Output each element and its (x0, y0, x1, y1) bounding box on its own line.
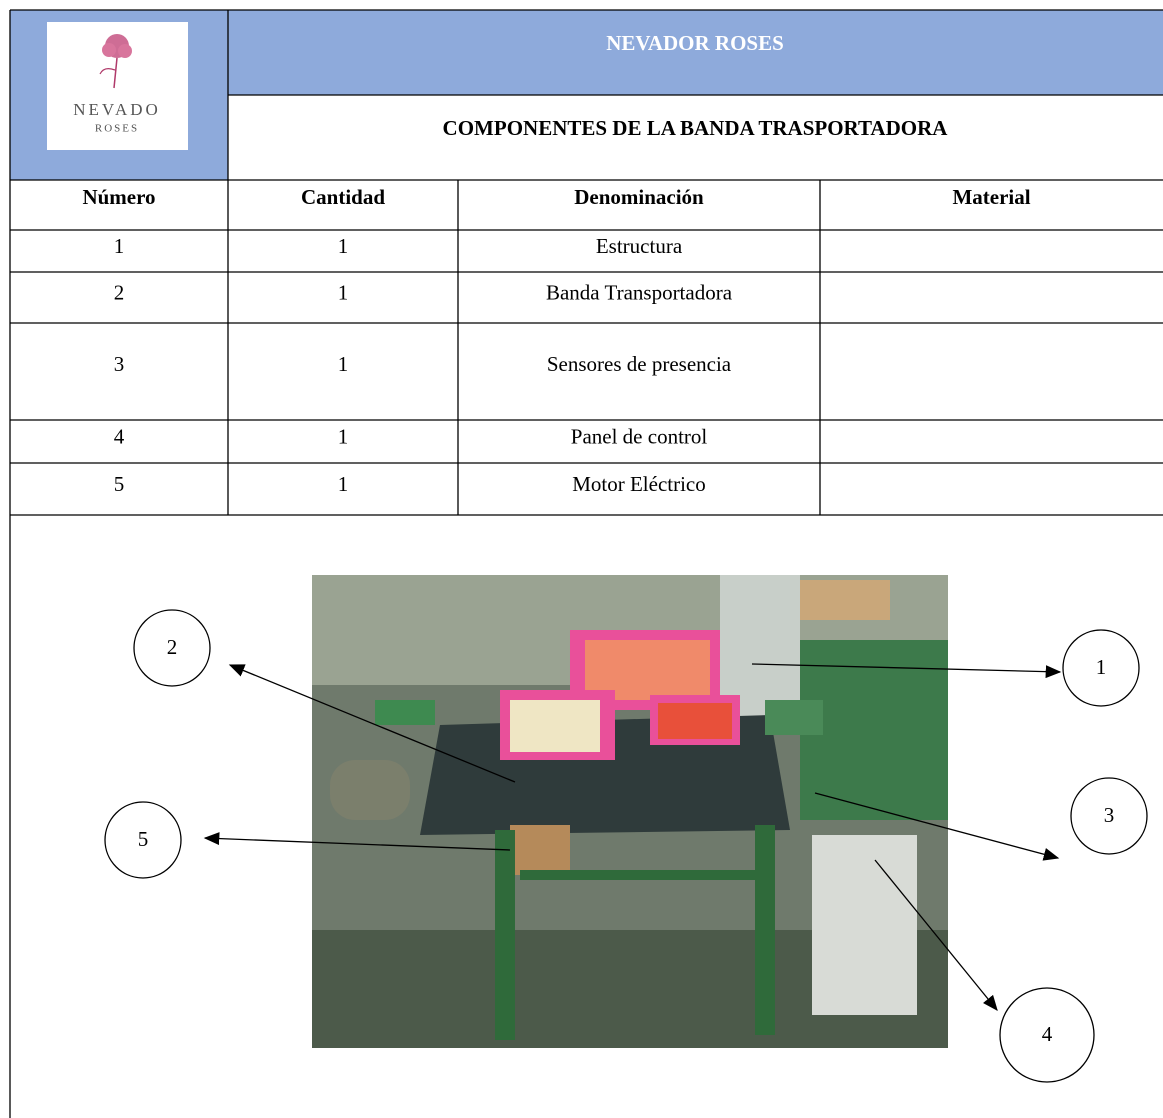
cell: 1 (338, 424, 349, 448)
title: NEVADOR ROSES (606, 31, 784, 55)
cell: 1 (338, 234, 349, 258)
cell: 1 (338, 352, 349, 376)
callout-label: 1 (1096, 655, 1107, 679)
column-header: Material (952, 185, 1030, 209)
title-cell (228, 10, 1163, 95)
cell: Estructura (596, 234, 683, 258)
cell: Banda Transportadora (546, 280, 733, 304)
logo-name: NEVADO (73, 100, 161, 119)
column-header: Denominación (574, 185, 704, 209)
cell: 1 (338, 280, 349, 304)
cell: 3 (114, 352, 125, 376)
table-lines (9, 9, 1163, 1118)
cell: 1 (338, 472, 349, 496)
cell: 2 (114, 280, 125, 304)
logo-tagline: ROSES (95, 123, 139, 135)
rose-icon (99, 34, 132, 89)
callout-label: 3 (1104, 803, 1115, 827)
column-header: Número (82, 185, 155, 209)
cell: Sensores de presencia (547, 352, 732, 376)
conveyor-photo (312, 575, 948, 1048)
cell: 5 (114, 472, 125, 496)
callout-label: 4 (1042, 1022, 1053, 1046)
subtitle: COMPONENTES DE LA BANDA TRASPORTADORA (443, 116, 949, 140)
cell: Panel de control (571, 424, 708, 448)
cell: 4 (114, 424, 125, 448)
callout-arrows (203, 663, 1062, 1012)
cell: Motor Eléctrico (572, 472, 706, 496)
cell: 1 (114, 234, 125, 258)
callout-label: 5 (138, 827, 149, 851)
column-header: Cantidad (301, 185, 385, 209)
callout-circles (104, 609, 1148, 1083)
callout-label: 2 (167, 635, 178, 659)
